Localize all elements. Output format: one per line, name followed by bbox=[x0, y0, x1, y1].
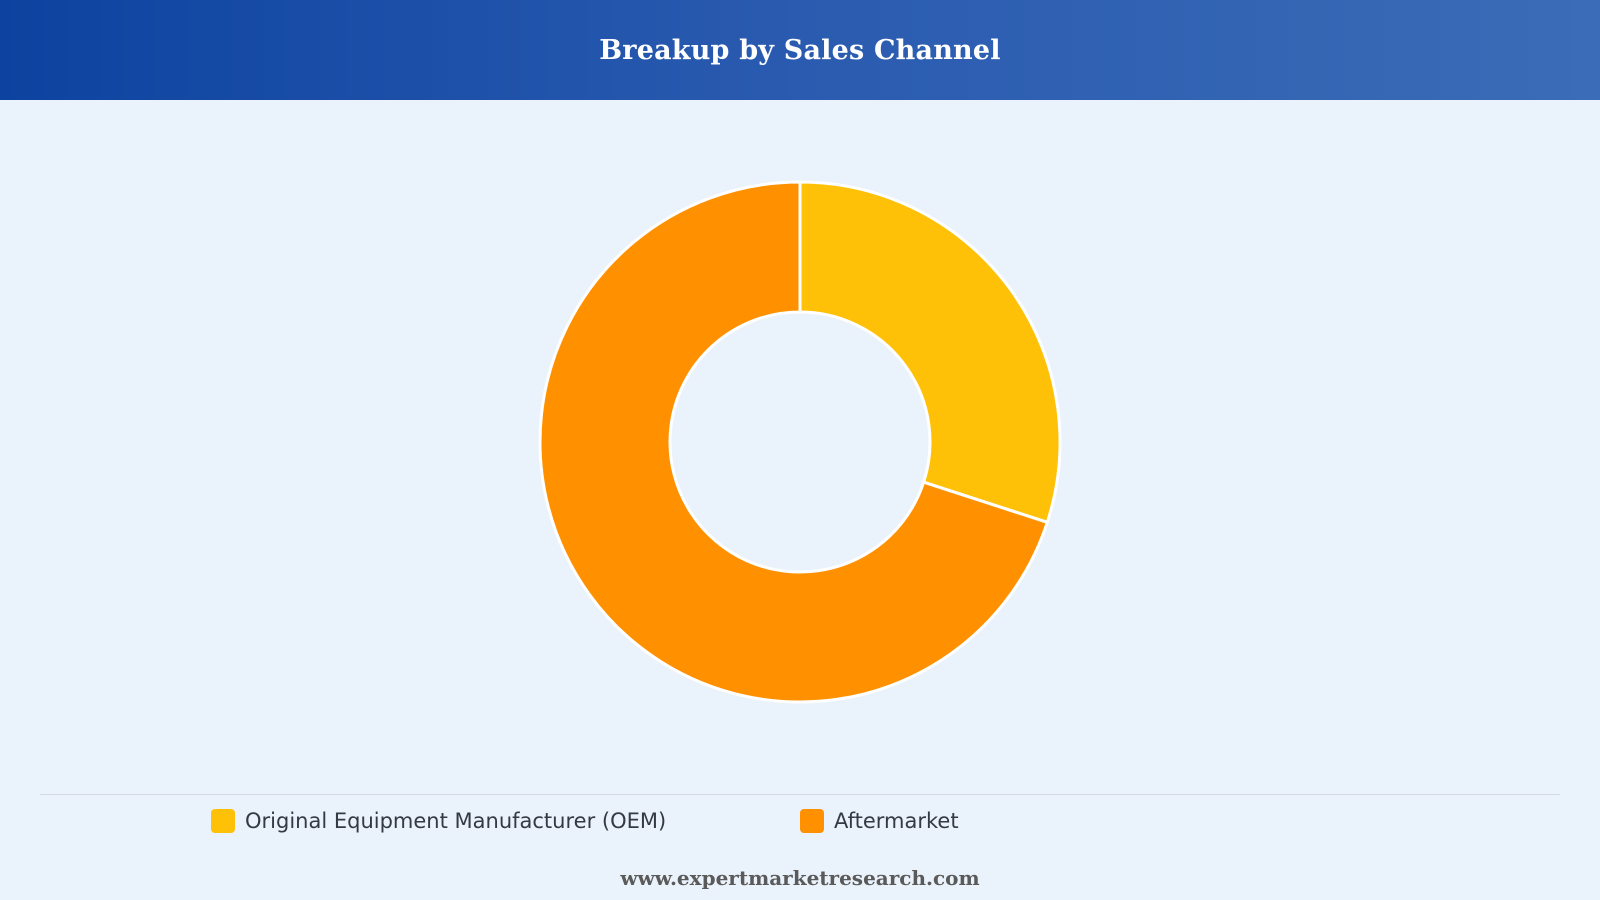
donut-slice-oem[interactable] bbox=[798, 180, 1062, 524]
donut-slices bbox=[538, 180, 1062, 704]
legend-swatch-aftermarket bbox=[800, 809, 824, 833]
donut-chart bbox=[538, 180, 1062, 704]
legend-label-oem: Original Equipment Manufacturer (OEM) bbox=[245, 809, 667, 833]
legend-swatch-oem bbox=[211, 809, 235, 833]
donut-slice-aftermarket[interactable] bbox=[538, 180, 1049, 704]
source-watermark: www.expertmarketresearch.com bbox=[620, 866, 980, 890]
legend-label-aftermarket: Aftermarket bbox=[834, 809, 959, 833]
chart-title: Breakup by Sales Channel bbox=[599, 34, 1001, 66]
legend-item-aftermarket[interactable]: Aftermarket bbox=[800, 806, 959, 836]
legend-item-oem[interactable]: Original Equipment Manufacturer (OEM) bbox=[211, 806, 666, 836]
legend-divider bbox=[40, 794, 1560, 795]
chart-header: Breakup by Sales Channel bbox=[0, 0, 1600, 100]
chart-legend: Original Equipment Manufacturer (OEM) Af… bbox=[0, 806, 1600, 836]
